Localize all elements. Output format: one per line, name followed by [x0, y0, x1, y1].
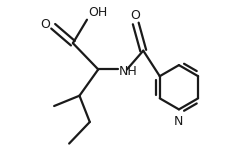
- Text: OH: OH: [88, 6, 107, 19]
- Text: NH: NH: [119, 65, 138, 78]
- Text: O: O: [40, 18, 50, 31]
- Text: N: N: [174, 115, 184, 128]
- Text: O: O: [130, 9, 140, 22]
